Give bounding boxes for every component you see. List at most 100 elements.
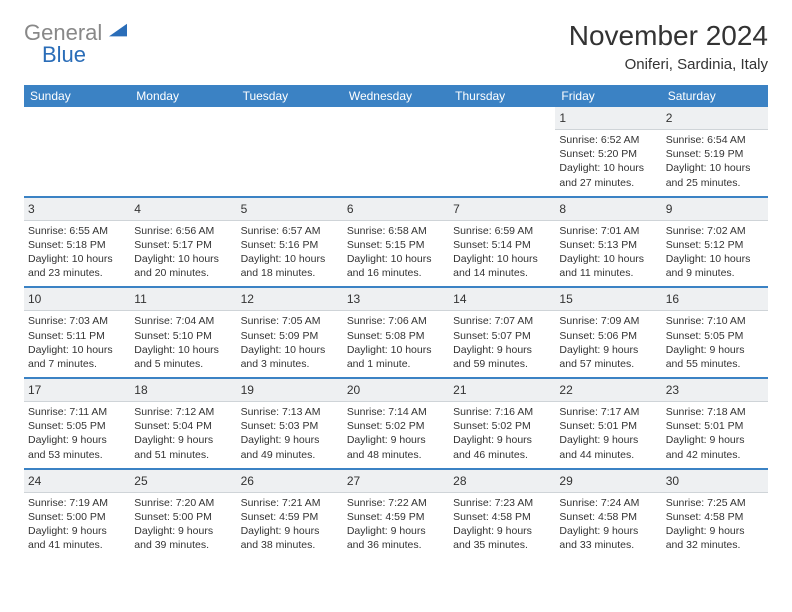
day-cell: 15Sunrise: 7:09 AMSunset: 5:06 PMDayligh… <box>555 288 661 377</box>
day-info-line: Sunrise: 7:11 AM <box>28 405 126 419</box>
day-number: 22 <box>559 383 572 397</box>
calendar-week: 10 Sunrise: 7:03 AMSunset: 5:11 PMDayligh… <box>24 288 768 379</box>
day-info-line: Sunset: 5:10 PM <box>134 329 232 343</box>
day-info-line: Daylight: 9 hours and 46 minutes. <box>453 433 551 461</box>
day-cell: 23Sunrise: 7:18 AMSunset: 5:01 PMDayligh… <box>662 379 768 468</box>
day-number-row: 21 <box>449 379 555 402</box>
day-number: 13 <box>347 292 360 306</box>
day-number-row: 15 <box>555 288 661 311</box>
day-number-row: 9 <box>662 198 768 221</box>
day-info: Sunrise: 7:02 AMSunset: 5:12 PMDaylight:… <box>666 224 764 281</box>
day-number-row: 16 <box>662 288 768 311</box>
day-cell: 25Sunrise: 7:20 AMSunset: 5:00 PMDayligh… <box>130 470 236 559</box>
day-cell: 30Sunrise: 7:25 AMSunset: 4:58 PMDayligh… <box>662 470 768 559</box>
day-info-line: Sunrise: 6:56 AM <box>134 224 232 238</box>
day-info-line: Daylight: 9 hours and 38 minutes. <box>241 524 339 552</box>
day-cell <box>343 107 449 196</box>
day-info: Sunrise: 7:25 AMSunset: 4:58 PMDaylight:… <box>666 496 764 553</box>
day-info-line: Sunrise: 7:02 AM <box>666 224 764 238</box>
day-info: Sunrise: 7:20 AMSunset: 5:00 PMDaylight:… <box>134 496 232 553</box>
day-info-line: Sunrise: 7:21 AM <box>241 496 339 510</box>
calendar-week: 17 Sunrise: 7:11 AMSunset: 5:05 PMDayligh… <box>24 379 768 470</box>
day-info-line: Daylight: 9 hours and 35 minutes. <box>453 524 551 552</box>
day-number: 19 <box>241 383 254 397</box>
day-info-line: Sunset: 5:01 PM <box>559 419 657 433</box>
day-info: Sunrise: 7:21 AMSunset: 4:59 PMDaylight:… <box>241 496 339 553</box>
day-info-line: Sunset: 5:18 PM <box>28 238 126 252</box>
logo-word-blue: Blue <box>42 42 86 67</box>
day-info: Sunrise: 7:24 AMSunset: 4:58 PMDaylight:… <box>559 496 657 553</box>
day-info: Sunrise: 7:12 AMSunset: 5:04 PMDaylight:… <box>134 405 232 462</box>
calendar-page: General Blue November 2024 Oniferi, Sard… <box>0 0 792 578</box>
day-cell: 12Sunrise: 7:05 AMSunset: 5:09 PMDayligh… <box>237 288 343 377</box>
day-cell: 22 Sunrise: 7:17 AMSunset: 5:01 PMDayligh… <box>555 379 661 468</box>
day-number-row: 28 <box>449 470 555 493</box>
day-number-row: 10 <box>24 288 130 311</box>
day-number-row: 7 <box>449 198 555 221</box>
day-info-line: Daylight: 10 hours and 3 minutes. <box>241 343 339 371</box>
day-info: Sunrise: 7:05 AMSunset: 5:09 PMDaylight:… <box>241 314 339 371</box>
day-number-row: 4 <box>130 198 236 221</box>
day-info-line: Daylight: 10 hours and 1 minute. <box>347 343 445 371</box>
day-number: 29 <box>559 474 572 488</box>
day-cell <box>237 107 343 196</box>
day-info-line: Daylight: 9 hours and 32 minutes. <box>666 524 764 552</box>
day-cell: 6Sunrise: 6:58 AMSunset: 5:15 PMDaylight… <box>343 198 449 287</box>
day-info-line: Sunrise: 7:12 AM <box>134 405 232 419</box>
day-info-line: Daylight: 9 hours and 51 minutes. <box>134 433 232 461</box>
weekday-label: Wednesday <box>343 85 449 107</box>
day-info-line: Sunset: 5:17 PM <box>134 238 232 252</box>
day-cell: 20Sunrise: 7:14 AMSunset: 5:02 PMDayligh… <box>343 379 449 468</box>
day-cell: 1Sunrise: 6:52 AMSunset: 5:20 PMDaylight… <box>555 107 661 196</box>
day-info-line: Daylight: 10 hours and 7 minutes. <box>28 343 126 371</box>
day-info: Sunrise: 6:58 AMSunset: 5:15 PMDaylight:… <box>347 224 445 281</box>
day-cell: 17 Sunrise: 7:11 AMSunset: 5:05 PMDayligh… <box>24 379 130 468</box>
day-number-row <box>449 107 555 111</box>
day-cell: 27Sunrise: 7:22 AMSunset: 4:59 PMDayligh… <box>343 470 449 559</box>
day-number: 8 <box>559 202 566 216</box>
day-number: 4 <box>134 202 141 216</box>
day-info: Sunrise: 7:23 AMSunset: 4:58 PMDaylight:… <box>453 496 551 553</box>
day-info-line: Sunset: 5:12 PM <box>666 238 764 252</box>
day-info: Sunrise: 6:54 AMSunset: 5:19 PMDaylight:… <box>666 133 764 190</box>
day-info: Sunrise: 7:01 AMSunset: 5:13 PMDaylight:… <box>559 224 657 281</box>
day-info: Sunrise: 7:06 AMSunset: 5:08 PMDaylight:… <box>347 314 445 371</box>
day-info-line: Daylight: 9 hours and 36 minutes. <box>347 524 445 552</box>
day-info: Sunrise: 6:56 AMSunset: 5:17 PMDaylight:… <box>134 224 232 281</box>
day-info-line: Sunset: 5:07 PM <box>453 329 551 343</box>
day-cell: 11Sunrise: 7:04 AMSunset: 5:10 PMDayligh… <box>130 288 236 377</box>
day-info-line: Sunrise: 7:01 AM <box>559 224 657 238</box>
day-info: Sunrise: 7:03 AMSunset: 5:11 PMDaylight:… <box>28 314 126 371</box>
day-info-line: Sunrise: 7:16 AM <box>453 405 551 419</box>
day-info-line: Daylight: 9 hours and 39 minutes. <box>134 524 232 552</box>
day-cell: 19Sunrise: 7:13 AMSunset: 5:03 PMDayligh… <box>237 379 343 468</box>
day-number: 10 <box>28 292 41 306</box>
day-number-row <box>237 107 343 111</box>
day-info-line: Sunset: 5:13 PM <box>559 238 657 252</box>
day-info-line: Sunrise: 7:07 AM <box>453 314 551 328</box>
day-info-line: Sunset: 5:01 PM <box>666 419 764 433</box>
day-info: Sunrise: 7:11 AMSunset: 5:05 PMDaylight:… <box>28 405 126 462</box>
day-info-line: Daylight: 9 hours and 44 minutes. <box>559 433 657 461</box>
day-info-line: Sunset: 4:58 PM <box>559 510 657 524</box>
day-cell: 3Sunrise: 6:55 AMSunset: 5:18 PMDaylight… <box>24 198 130 287</box>
day-info-line: Sunrise: 7:05 AM <box>241 314 339 328</box>
calendar-body: 1Sunrise: 6:52 AMSunset: 5:20 PMDaylight… <box>24 107 768 558</box>
day-number-row: 17 <box>24 379 130 402</box>
day-info: Sunrise: 7:10 AMSunset: 5:05 PMDaylight:… <box>666 314 764 371</box>
day-info-line: Sunset: 5:00 PM <box>28 510 126 524</box>
day-cell: 24Sunrise: 7:19 AMSunset: 5:00 PMDayligh… <box>24 470 130 559</box>
day-number-row: 27 <box>343 470 449 493</box>
day-info-line: Daylight: 9 hours and 41 minutes. <box>28 524 126 552</box>
day-info-line: Daylight: 10 hours and 14 minutes. <box>453 252 551 280</box>
day-info-line: Sunrise: 7:09 AM <box>559 314 657 328</box>
day-number-row: 20 <box>343 379 449 402</box>
day-number-row: 2 <box>662 107 768 130</box>
day-info-line: Sunset: 5:11 PM <box>28 329 126 343</box>
day-info-line: Sunrise: 7:17 AM <box>559 405 657 419</box>
day-info-line: Sunset: 5:14 PM <box>453 238 551 252</box>
day-number: 14 <box>453 292 466 306</box>
day-number-row <box>130 107 236 111</box>
day-info-line: Sunset: 5:03 PM <box>241 419 339 433</box>
day-info-line: Daylight: 10 hours and 20 minutes. <box>134 252 232 280</box>
